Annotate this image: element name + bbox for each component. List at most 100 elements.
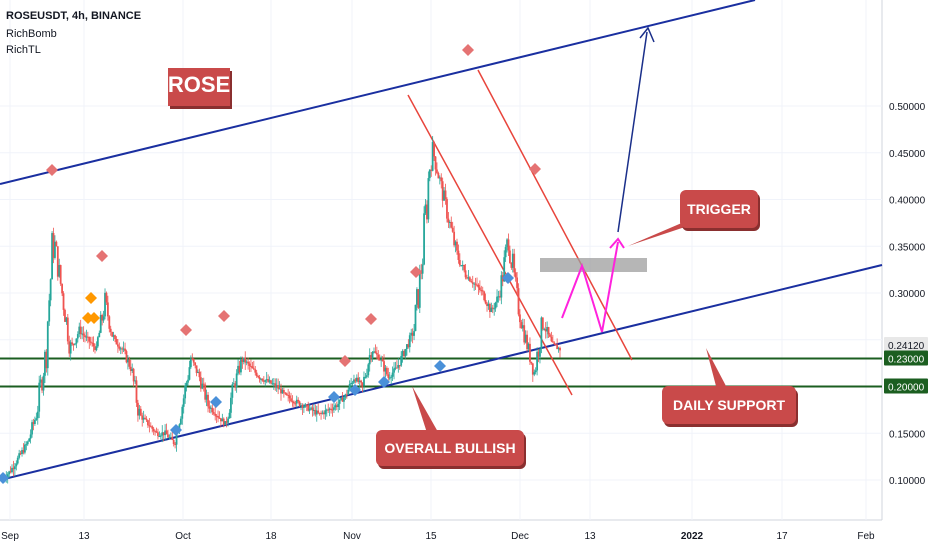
candle-body	[197, 371, 199, 373]
candle-body	[490, 307, 493, 313]
candle-body	[72, 343, 75, 345]
candle-body	[448, 222, 451, 224]
candle-body	[55, 241, 58, 247]
y-tick-label: 0.35000	[889, 242, 926, 253]
candle-body	[418, 270, 421, 308]
candle-body	[424, 204, 427, 214]
candle-body	[343, 397, 345, 402]
descending-line-lower	[407, 94, 573, 396]
candle-body	[344, 394, 347, 398]
candle-body	[503, 257, 506, 282]
candle-body	[264, 380, 267, 382]
candle-body	[158, 436, 161, 438]
candle-body	[208, 406, 211, 409]
candle-body	[414, 304, 417, 332]
x-tick-label: 13	[584, 531, 596, 542]
candle-body	[116, 344, 119, 347]
candle-body	[411, 332, 414, 336]
indicator-richbomb: RichBomb	[6, 28, 57, 40]
x-tick-label: Sep	[1, 531, 19, 542]
candle-body	[135, 380, 138, 403]
candle-body	[328, 408, 331, 410]
candle-body	[327, 409, 330, 411]
candle-body	[11, 467, 13, 473]
candle-body	[244, 357, 247, 363]
bottom-marker-icon	[328, 391, 340, 403]
candle-body	[89, 341, 92, 343]
candle-body	[358, 380, 361, 382]
candle-body	[182, 398, 185, 407]
candle-body	[71, 342, 74, 344]
projection-arrowhead-icon	[609, 237, 625, 249]
rose-title-label: ROSE	[168, 72, 230, 97]
candle-body	[151, 426, 154, 429]
candle-body	[291, 401, 294, 403]
price-tag-label: 0.23000	[888, 354, 925, 365]
candle-body	[288, 395, 291, 399]
top-marker-icon	[180, 324, 192, 336]
candle-body	[533, 372, 536, 375]
candle-body	[324, 410, 327, 415]
candle-body	[281, 390, 284, 394]
candle-body	[81, 333, 84, 335]
candle-body	[282, 390, 285, 393]
candle-body	[464, 270, 467, 278]
candle-body	[323, 412, 325, 415]
candle-body	[345, 394, 348, 396]
candle-body	[257, 376, 260, 378]
candle-body	[524, 334, 527, 343]
x-tick-label: Feb	[857, 531, 875, 542]
candle-body	[241, 358, 244, 362]
price-tag-box	[884, 336, 928, 352]
candle-body	[494, 302, 497, 309]
top-marker-icon	[339, 355, 351, 367]
candle-body	[311, 407, 314, 411]
candle-body	[421, 264, 424, 274]
price-tag-box	[884, 378, 928, 394]
candle-body	[122, 348, 125, 350]
candle-body	[61, 283, 63, 294]
y-tick-label: 0.30000	[889, 289, 926, 300]
candle-body	[119, 348, 122, 350]
candle-body	[25, 444, 28, 446]
candle-body	[523, 325, 526, 343]
candle-body	[549, 334, 551, 337]
trigger-callout-label: TRIGGER	[687, 201, 751, 217]
candle-body	[75, 338, 78, 344]
candle-body	[290, 398, 292, 402]
resistance-box	[540, 258, 647, 272]
x-tick-label: 18	[265, 531, 277, 542]
candle-body	[114, 335, 116, 340]
candle-body	[184, 385, 187, 399]
top-marker-icon	[462, 44, 474, 56]
candle-body	[457, 250, 460, 260]
candle-body	[262, 380, 265, 382]
daily-support-callout-box	[662, 386, 796, 424]
candle-body	[94, 346, 96, 351]
candle-body	[483, 291, 486, 301]
candle-body	[92, 343, 95, 347]
candle-body	[456, 241, 458, 251]
candle-body	[403, 351, 405, 357]
target-arrowhead-icon	[639, 26, 655, 43]
candle-body	[247, 361, 249, 364]
candle-body	[41, 379, 43, 391]
candle-body	[481, 290, 484, 292]
candle-body	[202, 383, 205, 385]
candle-body	[217, 415, 219, 418]
candle-body	[474, 283, 477, 285]
candle-body	[51, 233, 53, 280]
candle-body	[79, 326, 82, 335]
candle-body	[124, 348, 126, 352]
price-tag-label: 0.20000	[888, 383, 925, 394]
candle-body	[102, 316, 105, 321]
candle-body	[162, 432, 165, 436]
candle-body	[487, 303, 490, 307]
candle-body	[529, 343, 531, 362]
candle-body	[297, 399, 300, 402]
candle-body	[427, 178, 430, 220]
y-tick-label: 0.45000	[889, 149, 926, 160]
candle-body	[155, 431, 158, 433]
trigger-pointer-icon	[628, 222, 688, 246]
candle-body	[471, 282, 474, 284]
